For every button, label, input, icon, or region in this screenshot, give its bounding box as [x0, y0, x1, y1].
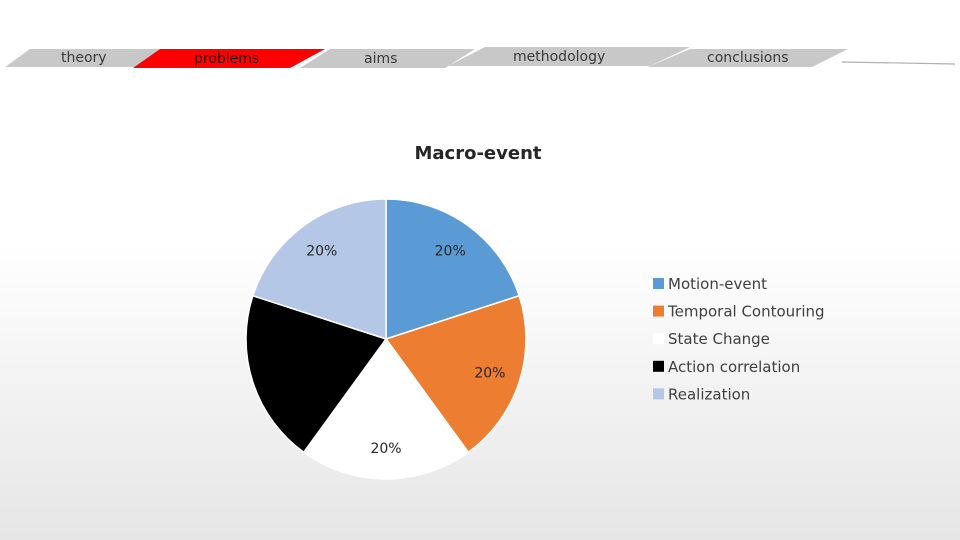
- slice-data-label: 20%: [435, 244, 466, 260]
- slice-data-label: 20%: [474, 366, 505, 382]
- legend-label: Action correlation: [668, 358, 800, 376]
- legend-swatch: [653, 388, 664, 400]
- tab-theory-shape[interactable]: [5, 49, 160, 67]
- chart-title: Macro-event: [414, 143, 541, 164]
- tab-aims-label[interactable]: aims: [364, 51, 398, 67]
- pie-slice: [251, 198, 387, 341]
- legend-swatch: [653, 305, 664, 317]
- pie-slice: [245, 294, 388, 454]
- tab-conclusions-label[interactable]: conclusions: [707, 50, 789, 66]
- chart-legend: Motion-event Temporal Contouring State Cha…: [653, 275, 825, 403]
- nav-trailing-line: [841, 61, 956, 65]
- pie-slice: [384, 294, 527, 454]
- tab-aims-shape[interactable]: [300, 49, 475, 68]
- tab-problems-label[interactable]: problems: [194, 51, 260, 67]
- section-nav: theory problems aims methodology conclus…: [0, 0, 960, 80]
- tab-theory-label[interactable]: theory: [61, 50, 107, 66]
- legend-swatch: [653, 278, 664, 289]
- tab-problems-shape[interactable]: [133, 49, 325, 68]
- legend-label: Motion-event: [668, 275, 767, 293]
- pie-slices: [245, 198, 527, 480]
- pie-slice-labels: 20% 20% 20% 20%: [306, 244, 505, 458]
- tab-methodology-label[interactable]: methodology: [513, 49, 606, 65]
- legend-swatch: [653, 333, 664, 345]
- legend-label: Realization: [668, 385, 750, 403]
- pie-slice: [302, 337, 470, 480]
- nav-tab-shapes: [5, 47, 956, 68]
- legend-label: Temporal Contouring: [667, 303, 825, 321]
- slice-data-label: 20%: [306, 244, 337, 260]
- legend-label: State Change: [668, 330, 770, 348]
- tab-conclusions-shape[interactable]: [648, 49, 848, 67]
- slice-data-label: 20%: [370, 441, 401, 457]
- pie-slice: [385, 198, 521, 341]
- tab-methodology-shape[interactable]: [448, 47, 690, 66]
- legend-swatch: [653, 360, 664, 372]
